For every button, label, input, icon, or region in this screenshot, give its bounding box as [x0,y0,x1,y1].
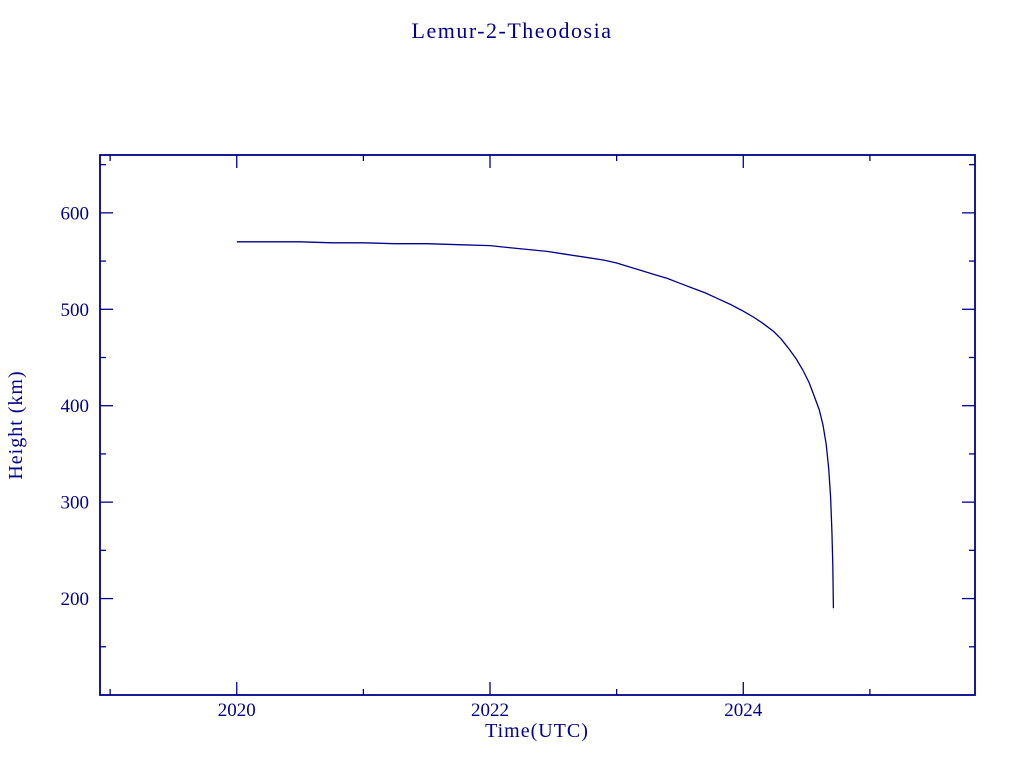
plot-border [99,154,976,696]
height-decay-line [236,241,835,609]
y-tick-label: 600 [61,203,90,224]
y-tick-label: 300 [61,493,90,514]
tick-labels: 2020 2022 2024 200 300 400 500 600 [61,203,763,721]
y-tick-label: 500 [61,300,90,321]
x-axis-label: Time(UTC) [485,720,589,742]
axis-ticks [100,155,975,695]
x-tick-label: 2022 [471,700,509,721]
plot-frame [99,154,976,696]
y-tick-label: 400 [61,396,90,417]
y-axis-label: Height (km) [5,370,27,479]
y-tick-label: 200 [61,589,90,610]
x-tick-label: 2020 [218,700,256,721]
x-tick-label: 2024 [724,700,763,721]
chart-title: Lemur-2-Theodosia [412,18,613,43]
